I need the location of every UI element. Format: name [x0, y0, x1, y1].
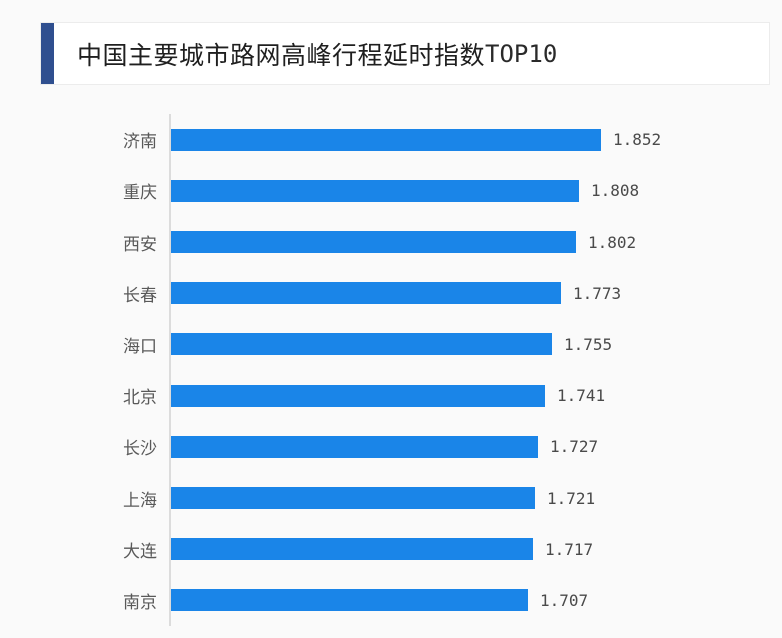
chart-row: 重庆 1.808 [0, 165, 782, 216]
bar [171, 384, 545, 407]
value-label: 1.727 [550, 437, 599, 457]
bar [171, 487, 535, 510]
bar [171, 231, 576, 253]
category-label: 长沙 [123, 439, 157, 459]
value-label: 1.721 [547, 488, 596, 508]
value-label: 1.755 [564, 334, 613, 354]
value-label: 1.707 [540, 590, 589, 610]
value-label: 1.802 [588, 232, 637, 252]
bar [171, 538, 533, 561]
chart-row: 南京 1.707 [0, 575, 782, 626]
chart-row: 长春 1.773 [0, 268, 782, 319]
chart-row: 海口 1.755 [0, 319, 782, 370]
chart-row: 西安 1.802 [0, 216, 782, 267]
category-label: 济南 [123, 132, 157, 152]
chart-row: 大连 1.717 [0, 524, 782, 575]
value-label: 1.741 [557, 386, 606, 406]
category-label: 长春 [123, 285, 157, 305]
bar-chart: 济南 1.852 重庆 1.808 西安 1.802 长春 1.773 海口 1.755 北京 1.7… [0, 114, 782, 626]
page-title-suffix: TOP10 [485, 39, 558, 68]
header-card: 中国主要城市路网高峰行程延时指数 TOP10 [40, 22, 770, 85]
category-label: 上海 [123, 490, 157, 510]
category-label: 南京 [123, 592, 157, 612]
bar [171, 128, 601, 151]
category-label: 西安 [123, 234, 157, 254]
chart-rows: 济南 1.852 重庆 1.808 西安 1.802 长春 1.773 海口 1.755 北京 1.7… [0, 114, 782, 626]
value-label: 1.852 [613, 130, 662, 150]
category-label: 北京 [123, 388, 157, 408]
category-label: 重庆 [123, 183, 157, 203]
chart-row: 济南 1.852 [0, 114, 782, 165]
category-label: 大连 [123, 541, 157, 561]
value-label: 1.773 [573, 283, 622, 303]
chart-row: 北京 1.741 [0, 370, 782, 421]
bar [171, 179, 579, 202]
page-title: 中国主要城市路网高峰行程延时指数 TOP10 [54, 23, 557, 84]
chart-row: 长沙 1.727 [0, 421, 782, 472]
category-label: 海口 [123, 336, 157, 356]
bar [171, 589, 528, 612]
value-label: 1.717 [545, 539, 594, 559]
y-axis-line [169, 114, 171, 626]
bar [171, 282, 561, 305]
chart-row: 上海 1.721 [0, 472, 782, 523]
page-title-text: 中国主要城市路网高峰行程延时指数 [77, 41, 486, 70]
bar [171, 435, 538, 458]
title-accent-bar [41, 23, 54, 84]
value-label: 1.808 [591, 181, 640, 201]
bar [171, 333, 552, 356]
